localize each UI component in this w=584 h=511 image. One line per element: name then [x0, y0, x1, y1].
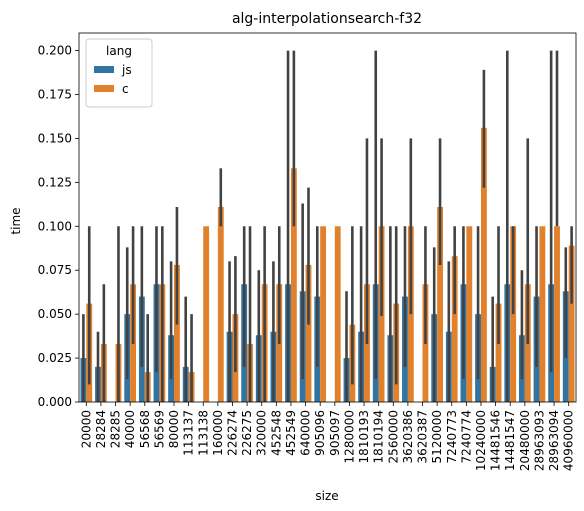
y-tick-label: 0.025 [38, 351, 72, 365]
x-tick-label: 2560000 [386, 410, 400, 463]
x-tick-label: 7240774 [459, 410, 473, 463]
bar-c-80000 [174, 264, 180, 402]
x-axis-title: size [315, 489, 338, 503]
x-tick-label: 28285 [109, 410, 123, 448]
chart-title: alg-interpolationsearch-f32 [232, 11, 422, 27]
x-tick-label: 640000 [299, 410, 313, 456]
x-tick-label: 40960000 [562, 410, 576, 471]
x-tick-label: 10240000 [474, 410, 488, 471]
bar-c-160000 [217, 206, 224, 402]
y-tick-label: 0.125 [38, 175, 72, 189]
x-tick-label: 452548 [269, 410, 283, 456]
bar-c-14481546 [495, 303, 502, 402]
x-tick-label: 20000 [79, 410, 93, 448]
x-tick-label: 5120000 [430, 410, 444, 463]
bar-c-28963094 [554, 226, 560, 402]
y-tick-label: 0.075 [38, 263, 72, 277]
x-tick-label: 1810194 [372, 410, 386, 463]
y-tick-label: 0.100 [38, 219, 72, 233]
x-tick-label: 160000 [211, 410, 225, 456]
bar-c-28963093 [539, 226, 546, 402]
bar-c-113138 [203, 226, 210, 402]
x-tick-label: 905097 [328, 410, 342, 456]
x-tick-label: 7240773 [445, 410, 459, 463]
x-tick-label: 20480000 [518, 410, 532, 471]
legend-swatch-js [94, 66, 114, 73]
x-tick-label: 226274 [225, 410, 239, 456]
legend-label-js: js [121, 63, 132, 77]
bar-c-40960000 [568, 245, 575, 402]
bar-c-7240774 [466, 226, 473, 402]
x-tick-label: 113138 [196, 410, 210, 456]
y-tick-label: 0.200 [38, 44, 72, 58]
x-tick-label: 113137 [182, 410, 196, 456]
x-tick-label: 28963094 [547, 410, 561, 471]
x-tick-label: 1280000 [342, 410, 356, 463]
legend-label-c: c [122, 82, 129, 96]
x-tick-label: 40000 [123, 410, 137, 448]
x-tick-label: 3620387 [416, 410, 430, 463]
bar-c-905097 [334, 226, 341, 402]
legend-title: lang [106, 44, 132, 58]
x-tick-label: 226275 [240, 410, 254, 456]
bar-c-640000 [305, 264, 312, 402]
x-tick-label: 905096 [313, 410, 327, 456]
bar-c-5120000 [437, 206, 443, 402]
y-axis-title: time [9, 207, 23, 234]
plot-area: 0.000 0.025 0.050 0.075 0.100 0.125 0.150 0.175… [38, 32, 577, 471]
x-tick-label: 28963093 [532, 410, 546, 471]
bar-c-452549 [290, 168, 297, 402]
y-tick-label: 0.150 [38, 131, 72, 145]
x-tick-label: 320000 [255, 410, 269, 456]
x-tick-label: 14481547 [503, 410, 517, 471]
y-tick-label: 0.000 [38, 395, 72, 409]
x-tick-label: 1810193 [357, 410, 371, 463]
x-tick-label: 80000 [167, 410, 181, 448]
y-tick-label: 0.050 [38, 307, 72, 321]
axes-frame [78, 32, 577, 403]
x-tick-label: 56569 [152, 410, 166, 448]
x-tick-label: 3620386 [401, 410, 415, 463]
bar-c-905096 [320, 226, 327, 402]
x-tick-label: 56568 [138, 410, 152, 448]
x-tick-label: 28284 [94, 410, 108, 448]
y-tick-label: 0.175 [38, 88, 72, 102]
bar-c-7240773 [451, 256, 458, 402]
x-tick-label: 452549 [284, 410, 298, 456]
x-tick-label: 14481546 [489, 410, 503, 471]
bar-c-10240000 [480, 127, 487, 402]
legend-swatch-c [94, 85, 114, 92]
